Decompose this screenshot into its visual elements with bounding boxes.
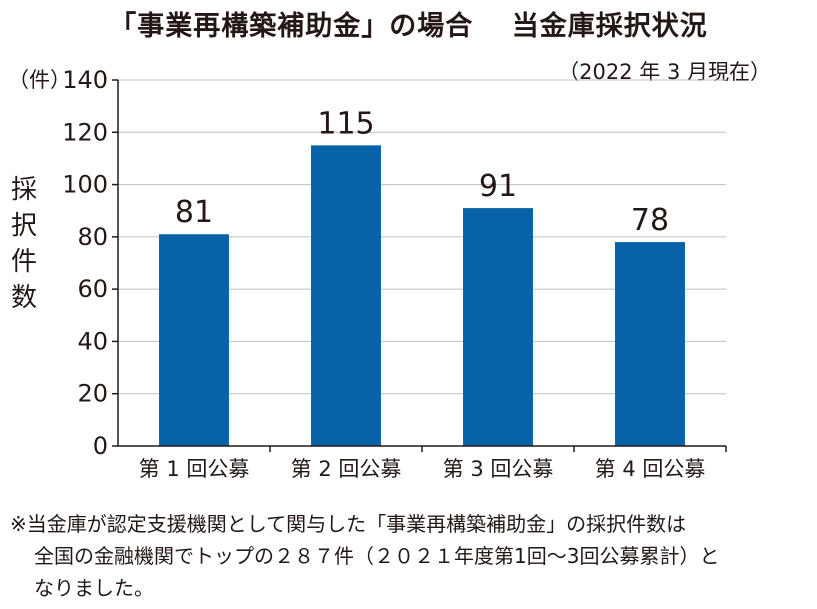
y-tick-label: 40: [77, 327, 108, 355]
y-tick-label: 120: [62, 118, 108, 146]
y-tick-label: 100: [62, 171, 108, 199]
y-tick-label: 60: [77, 275, 108, 303]
x-tick-label: 第 4 回公募: [595, 457, 706, 481]
bar: [311, 145, 381, 446]
data-label: 81: [175, 195, 213, 230]
bar: [159, 234, 229, 446]
x-axis-ticks: 第 1 回公募 第 2 回公募 第 3 回公募 第 4 回公募: [139, 446, 727, 481]
footnote: ※当金庫が認定支援機関として関与した「事業再構築補助金」の採択件数は 全国の金融…: [10, 508, 810, 604]
data-labels: 81 115 91 78: [175, 106, 669, 238]
data-label: 91: [479, 169, 517, 204]
y-axis-ticks: 0 20 40 60 80 100 120 140: [62, 66, 118, 460]
bar-chart: 0 20 40 60 80 100 120 140 81 115 91 78 第 1 回公募 第 2 …: [62, 66, 727, 481]
x-tick-label: 第 2 回公募: [291, 457, 402, 481]
x-tick-label: 第 3 回公募: [443, 457, 554, 481]
y-tick-label: 140: [62, 66, 108, 94]
bar: [463, 208, 533, 446]
y-tick-label: 80: [77, 223, 108, 251]
bars: [159, 145, 685, 446]
bar: [615, 242, 685, 446]
footnote-line-1: ※当金庫が認定支援機関として関与した「事業再構築補助金」の採択件数は: [10, 512, 687, 536]
chart-title: 「事業再構築補助金」の場合 当金庫採択状況: [109, 11, 708, 42]
data-label: 78: [631, 203, 669, 238]
x-tick-label: 第 1 回公募: [139, 457, 250, 481]
y-axis-unit: （件）: [8, 68, 71, 92]
y-tick-label: 20: [77, 380, 108, 408]
footnote-line-2: 全国の金融機関でトップの２８７件（２０２１年度第1回～3回公募累計）と: [34, 544, 720, 568]
footnote-line-3: なりました。: [34, 576, 154, 600]
y-axis-label: 採択件数: [10, 175, 37, 313]
data-label: 115: [317, 106, 374, 141]
y-tick-label: 0: [93, 432, 108, 460]
